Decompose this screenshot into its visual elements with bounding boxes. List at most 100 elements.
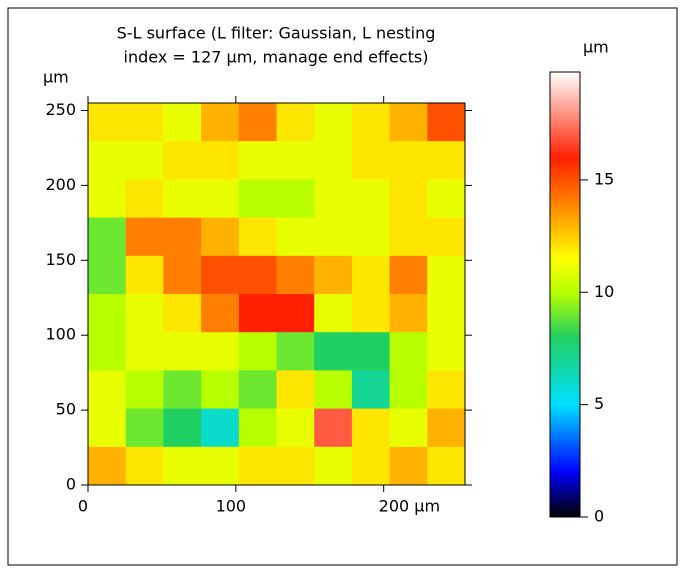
colorbar — [549, 71, 581, 518]
heat-cell — [351, 141, 391, 180]
heat-cell — [201, 294, 240, 333]
heat-cell — [276, 446, 315, 486]
chart-title: index = 127 μm, manage end effects) — [124, 48, 429, 67]
colorbar-unit: μm — [583, 38, 609, 57]
heat-cell — [88, 370, 127, 410]
heat-cell — [389, 255, 428, 295]
heat-cell — [389, 141, 428, 180]
heat-cell — [88, 179, 127, 219]
heat-cell — [201, 370, 240, 410]
heat-cell — [88, 408, 127, 448]
heat-cell — [389, 103, 428, 142]
heat-cell — [238, 408, 277, 448]
heat-cell — [314, 294, 353, 333]
x-tick-label: 200 μm — [379, 497, 440, 516]
heat-cell — [389, 179, 428, 219]
y-tick-label: 150 — [45, 250, 76, 269]
x-tick-label: 0 — [78, 497, 88, 516]
heat-cell — [125, 370, 164, 410]
heat-cell — [88, 294, 127, 333]
heat-cell — [238, 332, 277, 371]
colorbar-tick-label: 15 — [594, 169, 614, 188]
heat-cell — [314, 408, 353, 448]
heat-cell — [238, 141, 277, 180]
heat-cell — [125, 408, 164, 448]
colorbar-tick-label: 0 — [594, 507, 604, 526]
chart-title: S-L surface (L filter: Gaussian, L nesti… — [117, 24, 436, 43]
heat-cell — [351, 217, 391, 257]
heat-cell — [276, 179, 315, 219]
heat-cell — [238, 255, 277, 295]
heat-cell — [238, 294, 277, 333]
heat-cell — [276, 408, 315, 448]
heat-cell — [427, 370, 466, 410]
plot-frame — [87, 102, 466, 486]
y-tick-label: 50 — [56, 400, 76, 419]
colorbar-tick-label: 5 — [594, 394, 604, 413]
heat-cell — [201, 217, 240, 257]
heat-cell — [314, 370, 353, 410]
heat-cell — [427, 408, 466, 448]
heat-cell — [163, 294, 202, 333]
heat-cell — [88, 103, 127, 142]
heat-cell — [88, 217, 127, 257]
heat-cell — [163, 141, 202, 180]
heat-cell — [314, 141, 353, 180]
y-tick-label: 0 — [66, 475, 76, 494]
heat-cell — [314, 103, 353, 142]
heat-cell — [389, 408, 428, 448]
heat-cell — [201, 332, 240, 371]
heat-cell — [351, 179, 391, 219]
heat-cell — [88, 141, 127, 180]
heat-cell — [276, 370, 315, 410]
heat-cell — [314, 446, 353, 486]
heat-cell — [389, 294, 428, 333]
heat-cell — [351, 255, 391, 295]
y-unit: μm — [43, 68, 69, 87]
heat-cell — [163, 179, 202, 219]
heat-cell — [276, 217, 315, 257]
heat-cell — [125, 332, 164, 371]
heat-cell — [238, 103, 277, 142]
heat-cell — [314, 332, 353, 371]
heat-cell — [351, 446, 391, 486]
heat-cell — [201, 103, 240, 142]
heat-cell — [389, 370, 428, 410]
heat-cell — [276, 141, 315, 180]
heat-cell — [351, 332, 391, 371]
heat-cell — [163, 408, 202, 448]
frame — [7, 7, 678, 566]
heat-cell — [88, 332, 127, 371]
heat-cell — [125, 446, 164, 486]
heat-cell — [238, 446, 277, 486]
heat-cell — [314, 179, 353, 219]
heat-cell — [427, 179, 466, 219]
heat-cell — [163, 255, 202, 295]
heat-cell — [163, 370, 202, 410]
heat-cell — [201, 141, 240, 180]
heat-cell — [276, 255, 315, 295]
heat-cell — [351, 294, 391, 333]
heat-cell — [389, 446, 428, 486]
heat-cell — [125, 141, 164, 180]
heat-cell — [427, 332, 466, 371]
heat-cell — [238, 179, 277, 219]
heat-cell — [276, 332, 315, 371]
heat-cell — [201, 446, 240, 486]
heat-cell — [427, 255, 466, 295]
heat-cell — [427, 217, 466, 257]
heat-cell — [201, 408, 240, 448]
heat-cell — [427, 141, 466, 180]
heat-cell — [427, 294, 466, 333]
heat-cell — [351, 408, 391, 448]
heat-cell — [88, 446, 127, 486]
heat-cell — [163, 217, 202, 257]
heat-cell — [314, 217, 353, 257]
heat-cell — [389, 217, 428, 257]
heat-cell — [389, 332, 428, 371]
heat-cell — [125, 179, 164, 219]
heat-cell — [163, 446, 202, 486]
heat-cell — [238, 217, 277, 257]
heat-cell — [125, 103, 164, 142]
